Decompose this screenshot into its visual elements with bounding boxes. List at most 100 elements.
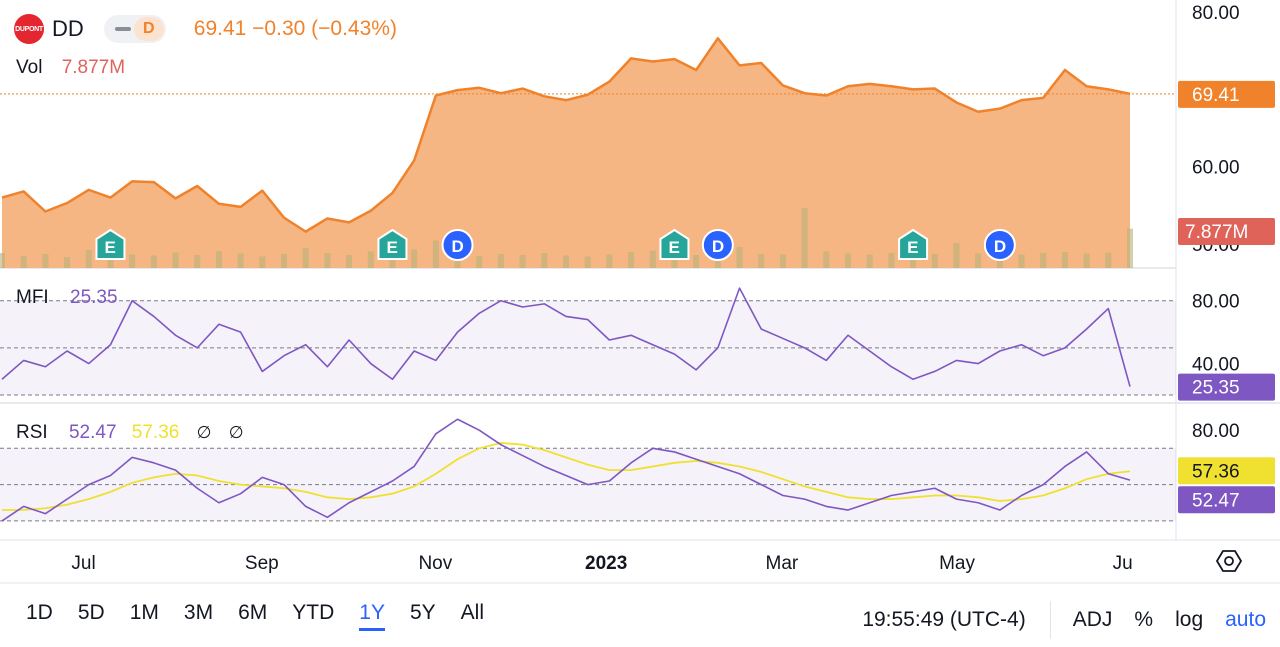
volume-bar — [20, 256, 27, 268]
volume-bar — [259, 256, 266, 268]
volume-bar — [281, 254, 287, 268]
volume-bar — [845, 253, 851, 268]
volume-bar — [649, 250, 656, 268]
symbol-label: DD — [52, 16, 84, 41]
rsi-na-2: ∅ — [228, 423, 244, 442]
rsi-ma-legend-value: 57.36 — [131, 422, 180, 443]
earnings-marker — [659, 228, 690, 260]
bottom-toolbar: 1D 5D 1M 3M 6M YTD 1Y 5Y All 19:55:49 (UTC-4) AD… — [0, 583, 1280, 647]
volume-bar — [150, 255, 157, 268]
adj-toggle[interactable]: ADJ — [1072, 608, 1113, 631]
volume-bar — [779, 254, 786, 268]
range-1d[interactable]: 1D — [26, 601, 53, 624]
volume-bar — [975, 253, 982, 268]
volume-bar — [0, 253, 5, 268]
volume-bar — [1061, 252, 1068, 268]
volume-bar — [42, 254, 49, 268]
volume-legend-value: 7.877M — [61, 57, 126, 78]
volume-bar — [194, 255, 201, 268]
divider — [1049, 601, 1051, 639]
range-ytd[interactable]: YTD — [292, 601, 335, 624]
dividend-badge: D — [133, 17, 164, 41]
range-3m[interactable]: 3M — [183, 601, 214, 624]
volume-bar — [1018, 254, 1025, 268]
last-volume-badge — [1178, 218, 1275, 245]
volume-bar — [1127, 228, 1133, 268]
earnings-marker — [898, 228, 929, 260]
volume-bar — [584, 256, 591, 268]
volume-legend-label: Vol — [16, 57, 43, 78]
rsi-legend-label: RSI — [16, 422, 48, 443]
volume-bar — [432, 240, 439, 268]
mfi-axis-tick: 80.00 — [1192, 292, 1240, 313]
mfi-axis-tick: 40.00 — [1192, 355, 1240, 376]
mfi-legend-value: 25.35 — [70, 287, 118, 308]
time-axis-tick: Ju — [1113, 553, 1133, 574]
volume-bar — [758, 254, 765, 268]
volume-bar — [85, 250, 92, 268]
price-area — [2, 38, 1130, 268]
volume-bar — [671, 253, 678, 268]
price-change-label: 69.41 −0.30 (−0.43%) — [193, 17, 397, 40]
rsi-legend: RSI 52.47 57.36 ∅ ∅ — [16, 422, 244, 444]
chart-controls: 19:55:49 (UTC-4) ADJ % log auto — [840, 601, 1266, 639]
earnings-marker-label: E — [104, 238, 115, 257]
last-volume-label: 7.877M — [1185, 222, 1248, 243]
dividend-marker — [983, 229, 1016, 261]
series-toggle[interactable]: D — [103, 15, 166, 43]
volume-bar — [953, 243, 960, 268]
range-5d[interactable]: 5D — [77, 601, 105, 624]
minus-icon — [114, 27, 131, 31]
mfi-legend: MFI 25.35 — [16, 287, 118, 309]
dividend-marker — [441, 229, 474, 261]
earnings-marker-label: E — [668, 238, 679, 257]
settings-gear-icon[interactable] — [1216, 548, 1242, 574]
auto-scale-toggle[interactable]: auto — [1225, 608, 1266, 631]
time-axis-tick: Nov — [418, 553, 452, 574]
range-6m[interactable]: 6M — [238, 601, 268, 624]
range-all[interactable]: All — [460, 601, 484, 624]
time-axis-tick: Sep — [245, 553, 279, 574]
rsi-ma-last-label: 57.36 — [1192, 461, 1240, 482]
last-price-badge — [1178, 80, 1275, 108]
log-toggle[interactable]: log — [1175, 608, 1204, 631]
volume-bar — [302, 248, 309, 268]
dividend-marker — [701, 229, 734, 261]
earnings-marker — [95, 228, 126, 260]
rsi-axis-tick: 80.00 — [1192, 421, 1240, 442]
mfi-line — [1, 287, 1131, 387]
volume-bar — [1083, 253, 1090, 268]
volume-bar — [910, 255, 917, 268]
rsi-ma-line — [2, 441, 1131, 511]
volume-bar — [324, 253, 331, 268]
rsi-line — [1, 418, 1131, 522]
time-axis-tick: 2023 — [585, 553, 627, 574]
earnings-marker-label: E — [907, 238, 918, 257]
price-axis-tick: 80.00 — [1192, 3, 1240, 24]
volume-bar — [519, 255, 526, 268]
volume-bar — [497, 254, 504, 268]
volume-bar — [628, 252, 635, 268]
volume-bar — [563, 255, 569, 268]
range-selector: 1D 5D 1M 3M 6M YTD 1Y 5Y All — [26, 601, 509, 631]
dividend-marker-label: D — [452, 237, 464, 256]
range-1y[interactable]: 1Y — [359, 601, 385, 631]
earnings-marker — [377, 228, 408, 260]
percent-toggle[interactable]: % — [1134, 608, 1154, 631]
rsi-legend-value: 52.47 — [68, 422, 117, 443]
price-legend: DUPONT DD D 69.41 −0.30 (−0.43%) — [14, 14, 397, 44]
rsi-na-1: ∅ — [196, 423, 212, 442]
volume-legend: Vol 7.877M — [16, 57, 125, 79]
range-5y[interactable]: 5Y — [409, 601, 436, 624]
volume-bar — [1105, 252, 1112, 268]
volume-bar — [888, 253, 895, 268]
dividend-marker-label: D — [712, 237, 724, 256]
volume-bar — [606, 254, 613, 268]
range-1m[interactable]: 1M — [129, 601, 159, 624]
volume-bar — [389, 253, 396, 268]
volume-bar — [476, 256, 483, 268]
mfi-last-badge — [1178, 373, 1275, 401]
volume-bar — [1040, 253, 1047, 268]
volume-bar — [693, 255, 700, 268]
